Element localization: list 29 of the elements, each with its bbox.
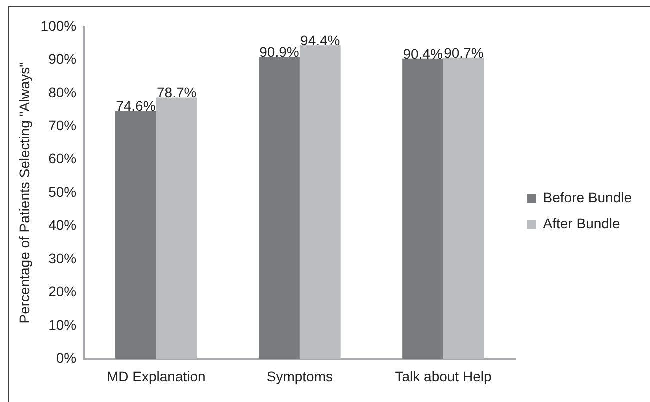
bar	[115, 111, 156, 360]
x-tick-label: Talk about Help	[395, 368, 492, 384]
y-tick-label: 80%	[48, 84, 77, 100]
y-tick-label: 10%	[48, 316, 77, 333]
x-tick-label: Symptoms	[266, 368, 333, 384]
data-label: 78.7%	[156, 84, 197, 101]
y-tick-label: 90%	[48, 51, 77, 68]
y-tick-label: 20%	[48, 284, 77, 300]
legend-label: After Bundle	[543, 215, 621, 232]
bar	[402, 58, 444, 360]
x-tick-label: MD Explanation	[106, 368, 206, 384]
y-tick-label: 50%	[48, 184, 77, 200]
y-tick-label: 30%	[48, 250, 77, 266]
data-label: 90.9%	[260, 44, 300, 60]
data-label: 90.4%	[403, 46, 443, 62]
y-tick-label: 100%	[40, 18, 77, 34]
data-label: 90.7%	[444, 44, 484, 61]
y-tick-label: 0%	[56, 350, 77, 366]
data-label: 94.4%	[300, 32, 340, 48]
bar	[259, 57, 300, 360]
y-tick-label: 70%	[48, 118, 77, 134]
y-tick-label: 60%	[48, 150, 77, 167]
bar	[156, 98, 198, 360]
bar	[300, 46, 341, 360]
y-tick-label: 40%	[48, 217, 77, 234]
y-axis-title: Percentage of Patients Selecting "Always"	[16, 62, 32, 324]
legend-label: Before Bundle	[543, 189, 632, 206]
data-label: 74.6%	[116, 98, 156, 114]
bar	[443, 58, 484, 360]
